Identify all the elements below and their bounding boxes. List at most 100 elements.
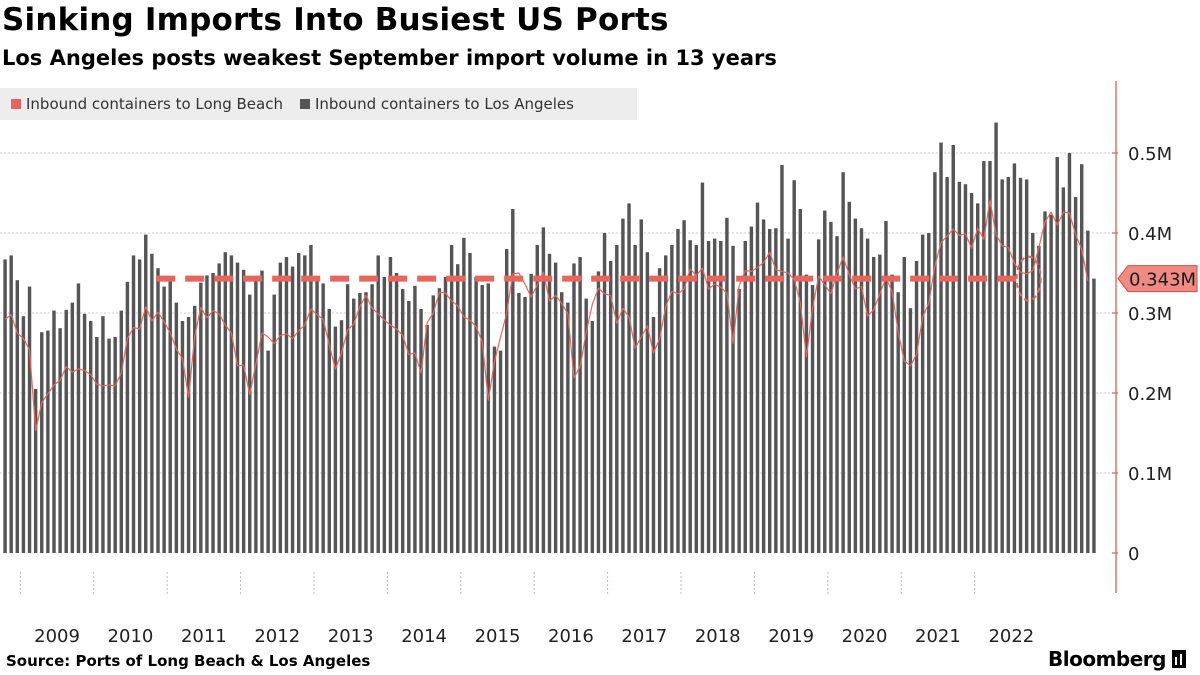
bar-los-angeles xyxy=(474,277,478,553)
bar-los-angeles xyxy=(205,275,209,553)
highlight-circle xyxy=(1015,255,1042,302)
bar-los-angeles xyxy=(382,277,387,553)
bar-los-angeles xyxy=(1067,153,1072,553)
bar-los-angeles xyxy=(988,161,992,553)
bar-los-angeles xyxy=(872,257,876,553)
bar-los-angeles xyxy=(743,241,747,553)
bar-los-angeles xyxy=(670,245,674,553)
bar-los-angeles xyxy=(1000,179,1004,553)
bar-los-angeles xyxy=(676,229,680,553)
bar-los-angeles xyxy=(211,273,215,553)
bar-los-angeles xyxy=(284,257,289,553)
bar-los-angeles xyxy=(223,252,227,553)
x-tick-label: 2019 xyxy=(768,626,814,647)
y-tick-label: 0.1M xyxy=(1128,464,1172,485)
bar-los-angeles xyxy=(945,177,949,553)
legend-item-long-beach: Inbound containers to Long Beach xyxy=(11,95,283,113)
bar-los-angeles xyxy=(694,245,699,553)
bar-los-angeles xyxy=(21,316,26,553)
bar-los-angeles xyxy=(725,217,729,554)
bar-los-angeles xyxy=(456,264,460,553)
legend: Inbound containers to Long Beach Inbound… xyxy=(0,88,637,120)
y-tick-label: 0.4M xyxy=(1128,224,1172,245)
x-tick-label: 2017 xyxy=(621,626,667,647)
legend-label-los-angeles: Inbound containers to Los Angeles xyxy=(314,95,574,113)
bar-los-angeles xyxy=(719,241,723,553)
bar-los-angeles xyxy=(963,184,968,553)
bar-los-angeles xyxy=(535,245,539,553)
bar-los-angeles xyxy=(1073,197,1078,553)
bar-los-angeles xyxy=(890,274,894,553)
bar-los-angeles xyxy=(241,269,246,553)
bar-los-angeles xyxy=(150,253,154,554)
bar-los-angeles xyxy=(327,309,331,553)
bar-los-angeles xyxy=(437,288,442,553)
bar-los-angeles xyxy=(1006,177,1011,553)
bar-los-angeles xyxy=(755,202,760,553)
bar-los-angeles xyxy=(431,295,435,553)
bar-los-angeles xyxy=(651,317,656,553)
bar-los-angeles xyxy=(957,181,962,554)
bar-los-angeles xyxy=(590,321,595,553)
bar-los-angeles xyxy=(156,268,160,553)
bar-los-angeles xyxy=(688,240,692,553)
bar-los-angeles xyxy=(162,286,166,553)
bar-los-angeles xyxy=(174,302,179,553)
bar-los-angeles xyxy=(82,313,87,553)
legend-swatch-long-beach xyxy=(11,99,21,109)
x-tick-label: 2020 xyxy=(842,626,888,647)
bar-los-angeles xyxy=(657,268,662,553)
bar-los-angeles xyxy=(596,271,601,553)
bar-los-angeles xyxy=(823,210,827,553)
bar-los-angeles xyxy=(1055,157,1059,553)
x-tick-label: 2014 xyxy=(401,626,447,647)
bar-los-angeles xyxy=(425,325,429,553)
bar-los-angeles xyxy=(511,209,515,553)
bar-los-angeles xyxy=(804,274,809,553)
bar-los-angeles xyxy=(394,273,399,553)
bar-los-angeles xyxy=(492,346,497,553)
bar-los-angeles xyxy=(248,294,252,553)
bar-los-angeles xyxy=(70,302,75,553)
bar-los-angeles xyxy=(920,234,925,553)
bar-los-angeles xyxy=(737,289,741,553)
bar-los-angeles xyxy=(976,203,980,553)
bar-los-angeles xyxy=(951,145,955,553)
bar-los-angeles xyxy=(584,298,588,553)
bloomberg-logo: Bloomberg xyxy=(1048,647,1186,671)
bar-los-angeles xyxy=(560,292,564,553)
bar-los-angeles xyxy=(309,245,313,553)
bar-los-angeles xyxy=(902,257,907,553)
bar-los-angeles xyxy=(994,122,998,553)
bar-los-angeles xyxy=(419,309,423,553)
bar-los-angeles xyxy=(884,221,888,553)
line-long-beach xyxy=(4,199,1089,432)
bar-los-angeles xyxy=(95,337,99,553)
bar-los-angeles xyxy=(400,289,405,553)
bar-los-angeles xyxy=(712,238,717,553)
bar-los-angeles xyxy=(982,161,986,553)
x-tick-label: 2012 xyxy=(254,626,300,647)
bar-los-angeles xyxy=(682,220,686,553)
bar-los-angeles xyxy=(3,259,7,553)
bar-los-angeles xyxy=(621,218,625,553)
bar-los-angeles xyxy=(27,286,32,553)
bar-los-angeles xyxy=(1049,214,1053,553)
bar-los-angeles xyxy=(107,338,111,553)
bar-los-angeles xyxy=(768,229,772,553)
bar-los-angeles xyxy=(376,255,380,553)
bar-los-angeles xyxy=(645,252,650,553)
bar-los-angeles xyxy=(321,283,325,553)
legend-label-long-beach: Inbound containers to Long Beach xyxy=(26,95,283,113)
bar-los-angeles xyxy=(969,193,974,553)
x-tick-label: 2016 xyxy=(548,626,594,647)
bar-los-angeles xyxy=(865,238,870,553)
legend-swatch-los-angeles xyxy=(299,99,310,109)
bar-los-angeles xyxy=(180,321,185,553)
bar-los-angeles xyxy=(9,255,13,553)
bar-los-angeles xyxy=(266,350,270,553)
x-tick-label: 2010 xyxy=(108,626,154,647)
bar-los-angeles xyxy=(706,241,711,553)
bar-los-angeles xyxy=(553,262,558,553)
bar-los-angeles xyxy=(192,305,197,553)
